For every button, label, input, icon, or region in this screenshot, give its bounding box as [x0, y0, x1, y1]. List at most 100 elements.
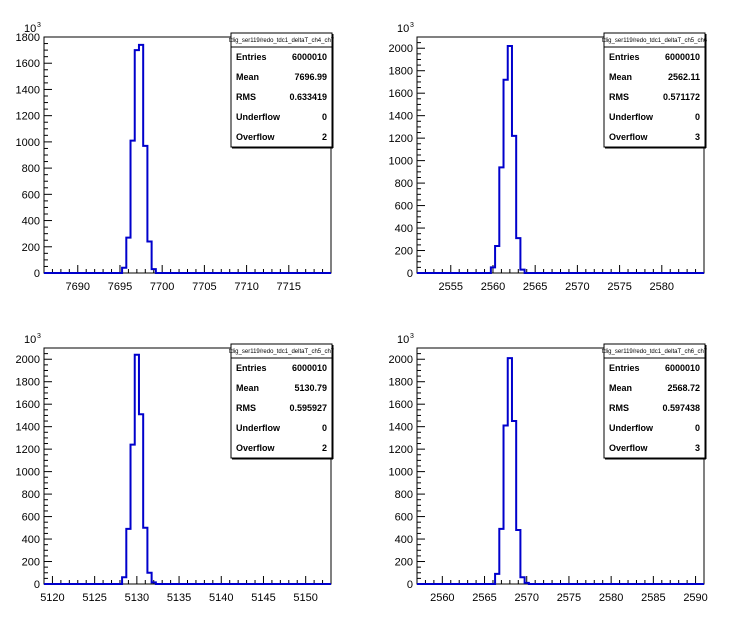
y-tick-label: 200: [395, 557, 413, 569]
y-tick-label: 1800: [389, 377, 413, 389]
histogram-pad-4: 0 200 400 600 800 1000 1200 1400 1600 1800 2000 256…: [389, 333, 708, 604]
stats-value: 0.633419: [289, 92, 327, 102]
x-tick-label: 7695: [108, 281, 132, 293]
y-tick-label: 200: [395, 246, 413, 258]
x-tick-label: 7690: [66, 281, 90, 293]
x-tick-label: 5120: [40, 592, 64, 604]
histogram-line: [44, 43, 331, 274]
stats-value: 6000010: [665, 52, 700, 62]
x-tick-label: 5150: [293, 592, 317, 604]
stats-value: 3: [695, 443, 700, 453]
y-tick-label: 600: [395, 201, 413, 213]
x-tick-label: 2565: [523, 281, 547, 293]
y-tick-label: 1400: [389, 111, 413, 123]
y-tick-label: 200: [22, 557, 40, 569]
stats-box: tdig_ser119/redo_tdc1_deltaT_ch5_ch6 Entr…: [602, 32, 708, 149]
y-exponent-power: 3: [37, 333, 41, 340]
x-tick-label: 7710: [234, 281, 258, 293]
stats-box-frame: [603, 32, 706, 148]
stats-label: RMS: [236, 92, 256, 102]
stats-label: Underflow: [609, 112, 654, 122]
y-tick-label: 1400: [389, 422, 413, 434]
stats-value: 2568.72: [667, 383, 700, 393]
stats-label: Entries: [609, 363, 640, 373]
y-tick-label: 1600: [389, 88, 413, 100]
y-tick-label: 2000: [389, 43, 413, 55]
x-tick-label: 5135: [167, 592, 191, 604]
y-tick-label: 1400: [16, 84, 40, 96]
y-tick-label: 1800: [16, 377, 40, 389]
x-tick-label: 5130: [125, 592, 149, 604]
y-tick-label: 1800: [389, 66, 413, 78]
stats-box-frame: [603, 343, 706, 459]
y-exponent-base: 10: [24, 334, 36, 346]
stats-value: 0.595927: [289, 403, 327, 413]
x-tick-label: 2555: [439, 281, 463, 293]
y-tick-label: 1200: [16, 444, 40, 456]
y-tick-label: 1400: [16, 422, 40, 434]
y-tick-label: 400: [395, 223, 413, 235]
stats-value: 2: [322, 132, 327, 142]
y-exponent-base: 10: [397, 334, 409, 346]
y-tick-label: 1200: [16, 111, 40, 123]
stats-label: Mean: [609, 383, 632, 393]
stats-value: 0: [695, 423, 700, 433]
stats-box-frame: [230, 32, 333, 148]
y-tick-label: 600: [395, 512, 413, 524]
y-exponent-base: 10: [397, 23, 409, 35]
x-tick-label: 2575: [557, 592, 581, 604]
stats-box-title: tdig_ser119/redo_tdc1_deltaT_ch4_ch7: [229, 38, 335, 44]
histogram-line: [417, 357, 704, 585]
stats-value: 0.597438: [662, 403, 700, 413]
x-tick-label: 2565: [472, 592, 496, 604]
histogram-line: [44, 353, 331, 585]
stats-value: 6000010: [292, 52, 327, 62]
x-tick-label: 2590: [683, 592, 707, 604]
stats-value: 3: [695, 132, 700, 142]
y-tick-label: 2000: [16, 354, 40, 366]
x-tick-label: 7700: [150, 281, 174, 293]
y-tick-label: 800: [22, 489, 40, 501]
stats-value: 0: [695, 112, 700, 122]
stats-label: Overflow: [236, 443, 276, 453]
y-tick-label: 0: [407, 579, 413, 591]
x-tick-label: 2580: [599, 592, 623, 604]
stats-label: Entries: [236, 363, 267, 373]
stats-value: 0: [322, 423, 327, 433]
stats-label: RMS: [609, 403, 629, 413]
y-tick-label: 1600: [389, 399, 413, 411]
y-tick-label: 400: [22, 216, 40, 228]
y-tick-label: 600: [22, 189, 40, 201]
y-tick-label: 800: [395, 489, 413, 501]
x-tick-label: 2570: [514, 592, 538, 604]
stats-box-title: tdig_ser119/redo_tdc1_deltaT_ch6_ch7: [602, 349, 708, 355]
x-tick-label: 7715: [277, 281, 301, 293]
stats-box: tdig_ser119/redo_tdc1_deltaT_ch6_ch7 Entr…: [602, 343, 708, 460]
histogram-pad-2: 0 200 400 600 800 1000 1200 1400 1600 1800 2000 255…: [389, 22, 708, 293]
y-tick-label: 2000: [389, 354, 413, 366]
stats-label: Underflow: [609, 423, 654, 433]
y-tick-label: 200: [22, 242, 40, 254]
y-tick-label: 800: [395, 178, 413, 190]
x-tick-label: 5140: [209, 592, 233, 604]
stats-label: Overflow: [609, 443, 649, 453]
stats-box: tdig_ser119/redo_tdc1_deltaT_ch5_ch7 Entr…: [229, 343, 335, 460]
stats-label: Entries: [609, 52, 640, 62]
stats-value: 7696.99: [294, 72, 327, 82]
y-exponent-base: 10: [24, 23, 36, 35]
stats-box-title: tdig_ser119/redo_tdc1_deltaT_ch5_ch6: [602, 38, 708, 44]
stats-label: Mean: [236, 383, 259, 393]
stats-value: 0: [322, 112, 327, 122]
histogram-line: [417, 44, 704, 274]
stats-label: Mean: [236, 72, 259, 82]
stats-value: 0.571172: [663, 92, 700, 102]
x-tick-label: 5125: [82, 592, 106, 604]
stats-value: 6000010: [292, 363, 327, 373]
stats-label: Overflow: [236, 132, 276, 142]
y-tick-label: 1200: [389, 133, 413, 145]
stats-label: Entries: [236, 52, 267, 62]
y-tick-label: 1000: [389, 156, 413, 168]
x-tick-label: 2560: [481, 281, 505, 293]
histogram-pad-1: 0 200 400 600 800 1000 1200 1400 1600 1800 7690 769…: [16, 22, 335, 293]
